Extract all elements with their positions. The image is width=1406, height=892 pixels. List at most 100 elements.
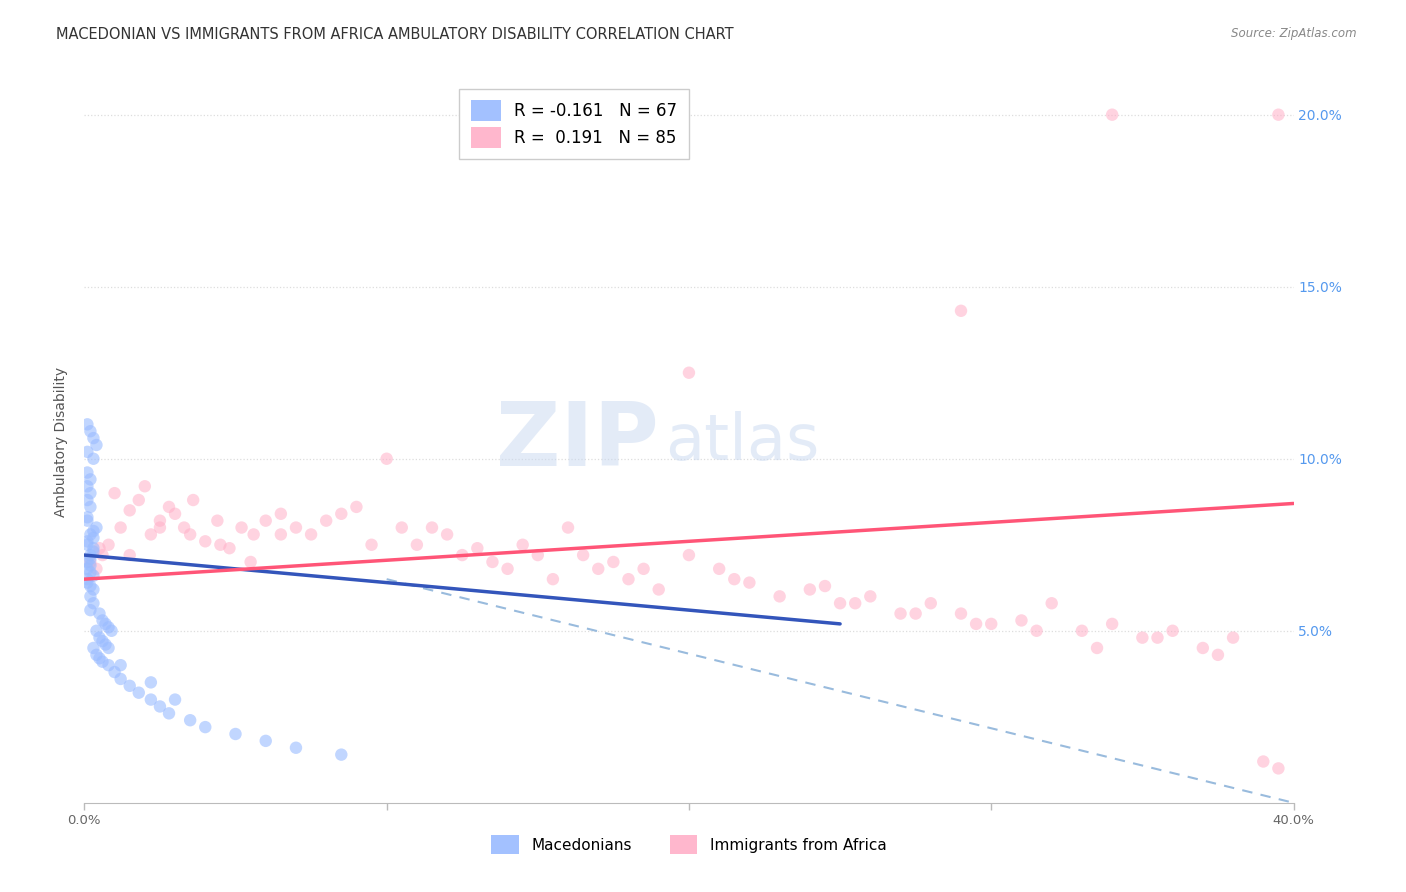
Point — [1101, 616, 1123, 631]
Point — [391, 520, 413, 534]
Point — [285, 740, 308, 755]
Point — [76, 445, 98, 459]
Point — [118, 679, 141, 693]
Point — [89, 651, 111, 665]
Point — [76, 514, 98, 528]
Legend: Macedonians, Immigrants from Africa: Macedonians, Immigrants from Africa — [485, 830, 893, 860]
Text: Source: ZipAtlas.com: Source: ZipAtlas.com — [1232, 27, 1357, 40]
Point — [76, 466, 98, 480]
Point — [86, 648, 108, 662]
Point — [890, 607, 912, 621]
Point — [1011, 614, 1033, 628]
Point — [76, 538, 98, 552]
Point — [330, 507, 353, 521]
Text: atlas: atlas — [665, 410, 820, 473]
Point — [157, 706, 180, 721]
Text: MACEDONIAN VS IMMIGRANTS FROM AFRICA AMBULATORY DISABILITY CORRELATION CHART: MACEDONIAN VS IMMIGRANTS FROM AFRICA AMB… — [56, 27, 734, 42]
Point — [1071, 624, 1094, 638]
Point — [128, 686, 150, 700]
Point — [738, 575, 761, 590]
Point — [346, 500, 368, 514]
Point — [79, 558, 101, 573]
Point — [254, 514, 277, 528]
Point — [950, 607, 973, 621]
Point — [149, 699, 172, 714]
Point — [527, 548, 550, 562]
Point — [82, 568, 104, 582]
Point — [1206, 648, 1229, 662]
Point — [1146, 631, 1168, 645]
Point — [86, 438, 108, 452]
Point — [859, 590, 882, 604]
Point — [79, 548, 101, 562]
Point — [239, 555, 262, 569]
Point — [315, 514, 337, 528]
Point — [139, 692, 162, 706]
Point — [118, 548, 141, 562]
Point — [1267, 108, 1289, 122]
Point — [79, 527, 101, 541]
Point — [97, 538, 120, 552]
Point — [82, 640, 104, 655]
Point — [194, 534, 217, 549]
Point — [814, 579, 837, 593]
Point — [82, 451, 104, 466]
Point — [617, 572, 640, 586]
Point — [79, 579, 101, 593]
Point — [451, 548, 474, 562]
Point — [82, 596, 104, 610]
Point — [709, 562, 731, 576]
Point — [149, 514, 172, 528]
Point — [588, 562, 610, 576]
Point — [904, 607, 927, 621]
Point — [128, 493, 150, 508]
Point — [602, 555, 624, 569]
Point — [375, 451, 398, 466]
Point — [270, 507, 292, 521]
Point — [557, 520, 579, 534]
Point — [76, 510, 98, 524]
Point — [76, 562, 98, 576]
Point — [79, 486, 101, 500]
Point — [110, 658, 132, 673]
Point — [76, 417, 98, 432]
Point — [225, 727, 247, 741]
Point — [194, 720, 217, 734]
Point — [91, 548, 114, 562]
Point — [1040, 596, 1063, 610]
Point — [91, 655, 114, 669]
Text: ZIP: ZIP — [496, 398, 659, 485]
Point — [79, 603, 101, 617]
Point — [76, 534, 98, 549]
Point — [1161, 624, 1184, 638]
Point — [1222, 631, 1244, 645]
Point — [76, 572, 98, 586]
Point — [181, 493, 204, 508]
Point — [104, 665, 127, 679]
Point — [76, 493, 98, 508]
Point — [950, 303, 973, 318]
Point — [1101, 108, 1123, 122]
Point — [360, 538, 382, 552]
Point — [82, 524, 104, 538]
Point — [980, 616, 1002, 631]
Point — [512, 538, 534, 552]
Point — [242, 527, 264, 541]
Point — [76, 575, 98, 590]
Point — [218, 541, 240, 556]
Point — [89, 541, 111, 556]
Point — [541, 572, 564, 586]
Point — [965, 616, 987, 631]
Point — [139, 527, 162, 541]
Point — [633, 562, 655, 576]
Point — [79, 551, 101, 566]
Point — [76, 555, 98, 569]
Point — [481, 555, 503, 569]
Point — [270, 527, 292, 541]
Point — [82, 541, 104, 556]
Point — [830, 596, 852, 610]
Point — [89, 607, 111, 621]
Point — [79, 472, 101, 486]
Y-axis label: Ambulatory Disability: Ambulatory Disability — [55, 367, 69, 516]
Point — [82, 531, 104, 545]
